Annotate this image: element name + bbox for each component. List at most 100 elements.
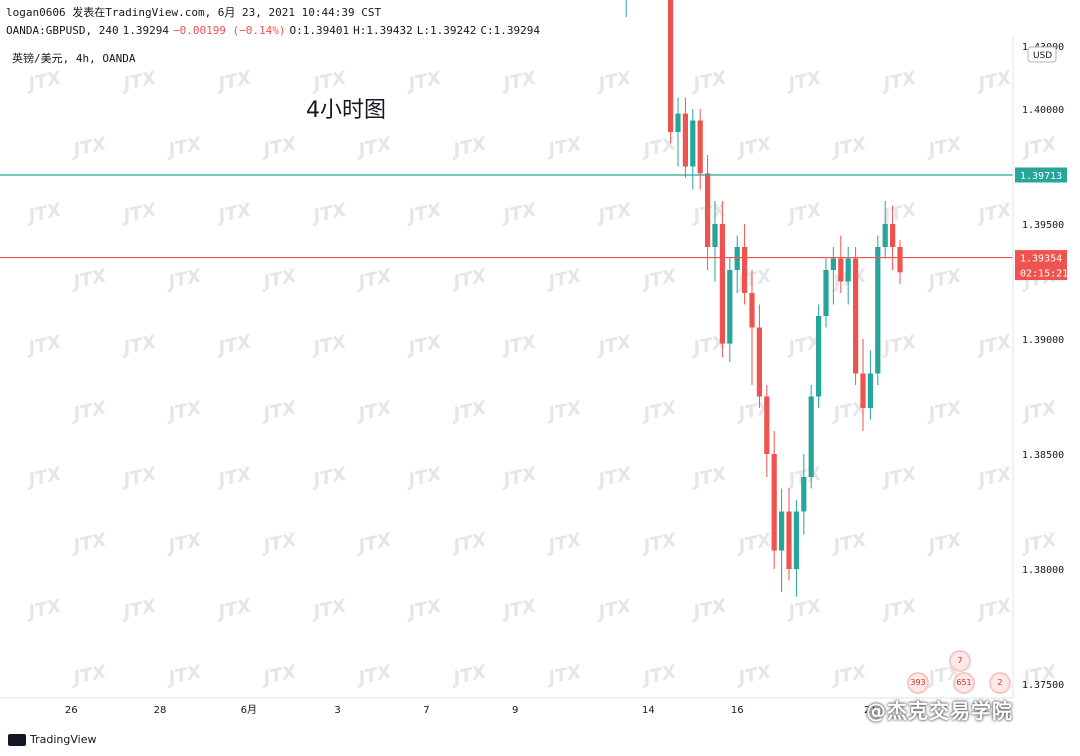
candle[interactable] bbox=[668, 0, 674, 144]
watermark-tile: JTX bbox=[214, 67, 255, 95]
watermark-tile: JTX bbox=[354, 265, 395, 293]
candle-body bbox=[838, 258, 844, 282]
candle[interactable] bbox=[845, 247, 851, 305]
watermark-tile: JTX bbox=[639, 133, 680, 161]
candle-body bbox=[734, 247, 740, 270]
watermark-tile: JTX bbox=[639, 397, 680, 425]
publish-info: logan0606 发表在TradingView.com, 6月 23, 202… bbox=[6, 6, 382, 19]
candle[interactable] bbox=[890, 205, 896, 270]
watermark-tile: JTX bbox=[829, 133, 870, 161]
watermark-tile: JTX bbox=[404, 463, 445, 491]
watermark-tile: JTX bbox=[449, 397, 490, 425]
y-tick-label: 1.39000 bbox=[1022, 335, 1064, 346]
candle[interactable] bbox=[867, 350, 873, 420]
candle-body bbox=[749, 293, 755, 328]
candle[interactable] bbox=[793, 500, 799, 597]
currency-label: USD bbox=[1033, 51, 1052, 61]
candle[interactable] bbox=[771, 431, 777, 569]
candle-body bbox=[823, 270, 829, 316]
candle-body bbox=[860, 373, 866, 408]
watermark-tile: JTX bbox=[544, 397, 585, 425]
tradingview-brand[interactable]: TradingView bbox=[8, 733, 96, 746]
watermark-tile: JTX bbox=[119, 67, 160, 95]
event-flag-icon[interactable]: 2 bbox=[989, 672, 1011, 694]
watermark-tile: JTX bbox=[974, 199, 1015, 227]
watermark-tile: JTX bbox=[879, 463, 920, 491]
watermark-tile: JTX bbox=[734, 661, 775, 689]
y-tick-label: 1.37500 bbox=[1022, 680, 1064, 691]
candle[interactable] bbox=[734, 235, 740, 294]
event-flag-icon[interactable]: 393 bbox=[907, 672, 929, 694]
watermark-tile: JTX bbox=[164, 133, 205, 161]
watermark-tile: JTX bbox=[119, 331, 160, 359]
candle-body bbox=[882, 224, 888, 247]
candle[interactable] bbox=[727, 258, 733, 363]
watermark-tile: JTX bbox=[309, 331, 350, 359]
watermark-tile: JTX bbox=[354, 529, 395, 557]
candle-body bbox=[897, 247, 903, 273]
x-tick-label: 7 bbox=[423, 705, 429, 716]
candle-body bbox=[853, 258, 859, 374]
candle[interactable] bbox=[675, 97, 681, 167]
candle[interactable] bbox=[624, 0, 629, 17]
watermark-tile: JTX bbox=[354, 397, 395, 425]
candle[interactable] bbox=[882, 201, 888, 259]
event-flag-icon[interactable]: 651 bbox=[953, 672, 975, 694]
watermark-tile: JTX bbox=[594, 595, 635, 623]
candle[interactable] bbox=[749, 270, 755, 385]
price-label: 1.39354 bbox=[1020, 254, 1062, 265]
candle[interactable] bbox=[860, 339, 866, 431]
candle[interactable] bbox=[682, 97, 688, 179]
candle[interactable] bbox=[756, 304, 762, 409]
candle[interactable] bbox=[697, 109, 703, 190]
watermark-tile: JTX bbox=[879, 331, 920, 359]
candle[interactable] bbox=[764, 385, 770, 477]
candle-body bbox=[742, 247, 748, 293]
candle[interactable] bbox=[830, 247, 836, 305]
candle-body bbox=[771, 454, 777, 551]
candle[interactable] bbox=[801, 454, 807, 535]
watermark-tile: JTX bbox=[259, 661, 300, 689]
watermark-tile: JTX bbox=[309, 463, 350, 491]
candle-body bbox=[808, 396, 814, 477]
candle[interactable] bbox=[779, 488, 785, 593]
time-axis: 26 28 6月 3 7 9 14 16 21 bbox=[0, 697, 1013, 716]
candle[interactable] bbox=[897, 240, 903, 284]
symbol-label[interactable]: 英镑/美元, 4h, OANDA bbox=[12, 52, 136, 65]
candle-body bbox=[690, 120, 696, 167]
candle-body bbox=[779, 511, 785, 551]
watermark-tile: JTX bbox=[259, 265, 300, 293]
watermark-tile: JTX bbox=[449, 529, 490, 557]
event-flag-icon[interactable]: 7 bbox=[949, 650, 971, 672]
candle[interactable] bbox=[875, 235, 881, 386]
watermark-tile: JTX bbox=[689, 463, 730, 491]
candle[interactable] bbox=[719, 201, 725, 358]
price-axis: 1.37500 1.38000 1.38500 1.39000 1.39500 1.400… bbox=[1012, 0, 1064, 698]
watermark-tile: JTX bbox=[974, 463, 1015, 491]
watermark-tile: JTX bbox=[639, 265, 680, 293]
watermark-tile: JTX bbox=[24, 67, 65, 95]
price-label: 1.39713 bbox=[1020, 171, 1062, 182]
candle[interactable] bbox=[705, 155, 711, 270]
currency-badge[interactable] bbox=[1027, 46, 1057, 63]
candle[interactable] bbox=[816, 304, 822, 409]
candle-body bbox=[764, 396, 770, 454]
candle-body bbox=[756, 327, 762, 397]
watermark-text: @杰克交易学院 bbox=[866, 699, 1013, 723]
candle-body bbox=[727, 270, 733, 344]
economic-events[interactable]: 7 393 651 2 bbox=[905, 650, 1015, 694]
watermark-tile: JTX bbox=[24, 595, 65, 623]
candle[interactable] bbox=[786, 488, 792, 581]
candle[interactable] bbox=[742, 224, 748, 305]
watermark-tile: JTX bbox=[69, 661, 110, 689]
candle[interactable] bbox=[690, 109, 696, 190]
watermark-tile: JTX bbox=[164, 529, 205, 557]
candle[interactable] bbox=[853, 247, 859, 385]
candle[interactable] bbox=[808, 385, 814, 489]
watermark-tile: JTX bbox=[734, 133, 775, 161]
candle[interactable] bbox=[823, 258, 829, 328]
watermark-tile: JTX bbox=[639, 661, 680, 689]
candle[interactable] bbox=[712, 201, 718, 282]
candle[interactable] bbox=[838, 235, 844, 294]
